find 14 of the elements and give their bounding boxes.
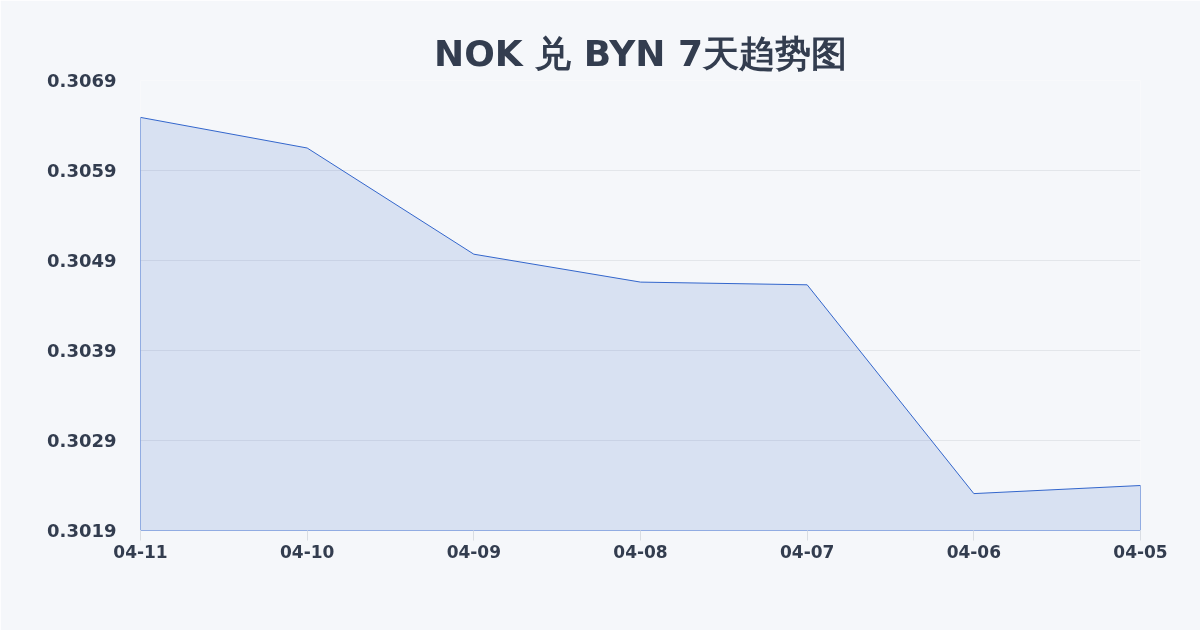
y-tick-label: 0.3019 (47, 520, 117, 541)
x-tick-label: 04-08 (613, 541, 668, 562)
y-tick-label: 0.3069 (47, 70, 117, 91)
y-tick-label: 0.3059 (47, 160, 117, 181)
x-tick-label: 04-05 (1113, 541, 1168, 562)
x-tick-label: 04-10 (279, 541, 335, 562)
y-tick-label: 0.3029 (47, 430, 117, 451)
chart-title: NOK 兑 BYN 7天趋势图 (434, 32, 847, 74)
y-tick-label: 0.3039 (47, 340, 117, 361)
x-tick-label: 04-06 (946, 541, 1002, 562)
x-tick-label: 04-07 (779, 541, 835, 562)
x-tick-label: 04-11 (113, 541, 168, 562)
x-tick-label: 04-09 (446, 541, 502, 562)
y-tick-label: 0.3049 (47, 250, 117, 271)
